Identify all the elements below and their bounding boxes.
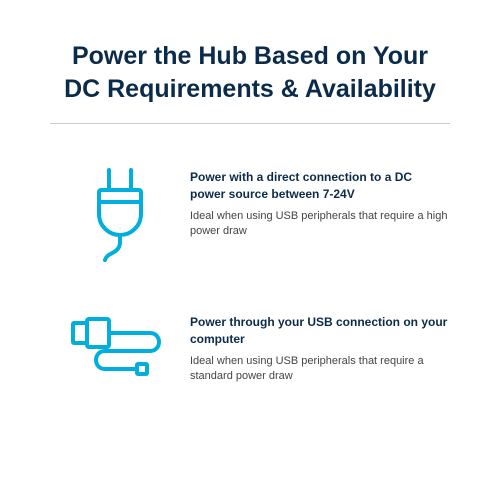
option-title: Power through your USB connection on you… bbox=[190, 314, 450, 348]
icon-column bbox=[50, 164, 190, 264]
usb-cable-icon bbox=[65, 309, 175, 389]
icon-column bbox=[50, 309, 190, 389]
plug-icon bbox=[75, 164, 165, 264]
option-detail: Ideal when using USB peripherals that re… bbox=[190, 209, 450, 240]
option-detail: Ideal when using USB peripherals that re… bbox=[190, 354, 450, 385]
text-column: Power with a direct connection to a DC p… bbox=[190, 164, 450, 239]
heading-line-1: Power the Hub Based on Your bbox=[72, 42, 428, 70]
page-heading: Power the Hub Based on Your DC Requireme… bbox=[50, 40, 450, 105]
option-dc-power: Power with a direct connection to a DC p… bbox=[50, 164, 450, 264]
option-title: Power with a direct connection to a DC p… bbox=[190, 169, 450, 203]
option-usb-power: Power through your USB connection on you… bbox=[50, 309, 450, 389]
heading-line-2: DC Requirements & Availability bbox=[64, 75, 436, 103]
text-column: Power through your USB connection on you… bbox=[190, 309, 450, 384]
divider bbox=[50, 123, 450, 124]
